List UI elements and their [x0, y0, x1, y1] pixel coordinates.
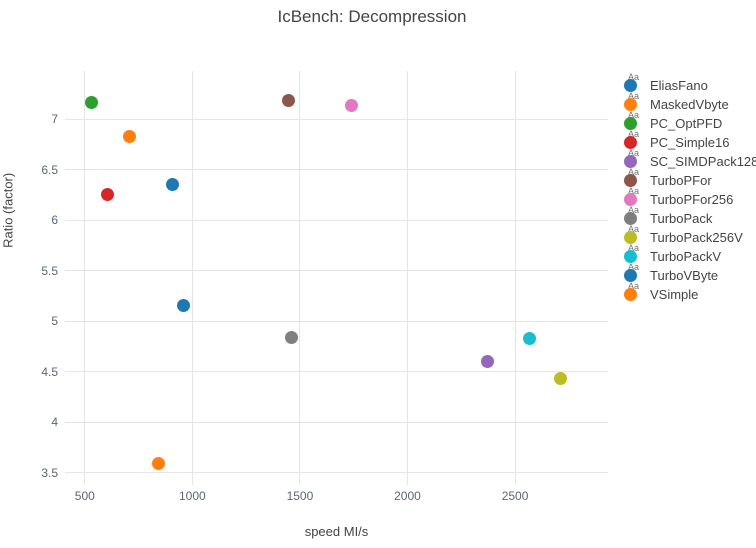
legend-label: EliasFano [650, 78, 708, 93]
y-gridline [65, 472, 608, 474]
legend-item-sc_simdpack128[interactable]: Aa SC_SIMDPack128 [622, 148, 756, 169]
x-gridline [406, 71, 408, 485]
legend-item-eliasfano[interactable]: Aa EliasFano [622, 72, 754, 93]
legend-label: VSimple [650, 287, 699, 302]
legend-marker-icon [624, 193, 637, 206]
y-gridline [65, 371, 608, 373]
data-point-turbopfor256[interactable] [345, 98, 359, 112]
x-tick-label: 2500 [501, 489, 529, 503]
legend-item-turbopackv[interactable]: Aa TurboPackV [622, 243, 754, 264]
y-tick-label: 4.5 [41, 364, 58, 379]
legend-marker-icon [624, 79, 637, 92]
legend-item-maskedvbyte[interactable]: Aa MaskedVbyte [622, 91, 754, 112]
legend-label: TurboPFor [650, 173, 712, 188]
chart-title: IcBench: Decompression [277, 7, 467, 26]
plot-area [65, 71, 608, 485]
x-tick-label: 500 [74, 489, 95, 503]
legend-item-pc_optpfd[interactable]: Aa PC_OptPFD [622, 110, 754, 131]
legend-marker-icon [624, 212, 637, 225]
y-gridline [65, 270, 608, 272]
data-point-maskedvbyte[interactable] [122, 130, 136, 144]
legend-label: TurboVByte [650, 268, 719, 283]
legend-marker-icon [624, 269, 637, 282]
data-point-turbovbyte[interactable] [176, 298, 190, 312]
legend-marker-icon [624, 174, 637, 187]
legend-font-preview: Aa [628, 243, 640, 253]
legend-label: TurboPack [650, 211, 713, 226]
legend-marker-icon [624, 288, 637, 301]
y-tick-label: 3.5 [41, 465, 58, 480]
x-gridline [514, 71, 516, 485]
y-tick-label: 5 [51, 314, 58, 329]
legend-marker-icon [624, 231, 637, 244]
legend-font-preview: Aa [628, 281, 640, 291]
legend-label: MaskedVbyte [650, 97, 729, 112]
data-point-pc_simple16[interactable] [101, 187, 115, 201]
legend-font-preview: Aa [628, 129, 640, 139]
legend-item-turbopack256v[interactable]: Aa TurboPack256V [622, 224, 754, 245]
legend-label: TurboPack256V [650, 230, 743, 245]
legend-label: TurboPFor256 [650, 192, 734, 207]
y-tick-label: 6.5 [41, 162, 58, 177]
legend-font-preview: Aa [628, 186, 640, 196]
legend-font-preview: Aa [628, 224, 640, 234]
legend-label: PC_Simple16 [650, 135, 730, 150]
data-point-pc_optpfd[interactable] [85, 95, 99, 109]
legend-font-preview: Aa [628, 205, 640, 215]
data-point-turbopfor[interactable] [281, 93, 295, 107]
x-tick-label: 1500 [286, 489, 314, 503]
y-gridline [65, 421, 608, 423]
legend-item-turbopfor256[interactable]: Aa TurboPFor256 [622, 186, 754, 207]
y-gridline [65, 118, 608, 120]
y-tick-label: 6 [51, 213, 58, 228]
legend-font-preview: Aa [628, 91, 640, 101]
x-gridline [299, 71, 301, 485]
legend-font-preview: Aa [628, 72, 640, 82]
legend-marker-icon [624, 155, 637, 168]
legend-label: SC_SIMDPack128 [650, 154, 756, 169]
legend-font-preview: Aa [628, 167, 640, 177]
data-point-turbopackv[interactable] [522, 332, 536, 346]
legend-font-preview: Aa [628, 148, 640, 158]
legend-item-pc_simple16[interactable]: Aa PC_Simple16 [622, 129, 754, 150]
x-tick-label: 1000 [179, 489, 206, 503]
y-gridline [65, 320, 608, 322]
x-gridline [191, 71, 193, 485]
y-tick-label: 4 [51, 415, 58, 430]
legend-marker-icon [624, 117, 637, 130]
legend-font-preview: Aa [628, 262, 640, 272]
legend-font-preview: Aa [628, 110, 640, 120]
legend-label: TurboPackV [650, 249, 722, 264]
x-tick-label: 2000 [394, 489, 421, 503]
legend-marker-icon [624, 250, 637, 263]
data-point-eliasfano[interactable] [166, 177, 180, 191]
y-tick-label: 7 [51, 112, 58, 127]
data-point-turbopack256v[interactable] [554, 372, 568, 386]
y-gridline [65, 219, 608, 221]
legend-item-vsimple[interactable]: Aa VSimple [622, 281, 754, 302]
x-axis-title: speed MI/s [304, 524, 369, 539]
y-tick-label: 5.5 [41, 263, 58, 278]
data-point-vsimple[interactable] [151, 457, 165, 471]
legend-marker-icon [624, 98, 637, 111]
legend-marker-icon [624, 136, 637, 149]
x-gridline [84, 71, 86, 485]
legend-label: PC_OptPFD [650, 116, 723, 131]
legend-item-turbovbyte[interactable]: Aa TurboVByte [622, 262, 754, 283]
data-point-turbopack[interactable] [284, 331, 298, 345]
y-gridline [65, 169, 608, 171]
y-axis-title: Ratio (factor) [0, 172, 16, 248]
data-point-sc_simdpack128[interactable] [480, 355, 494, 369]
legend-item-turbopfor[interactable]: Aa TurboPFor [622, 167, 754, 188]
legend-item-turbopack[interactable]: Aa TurboPack [622, 205, 754, 226]
